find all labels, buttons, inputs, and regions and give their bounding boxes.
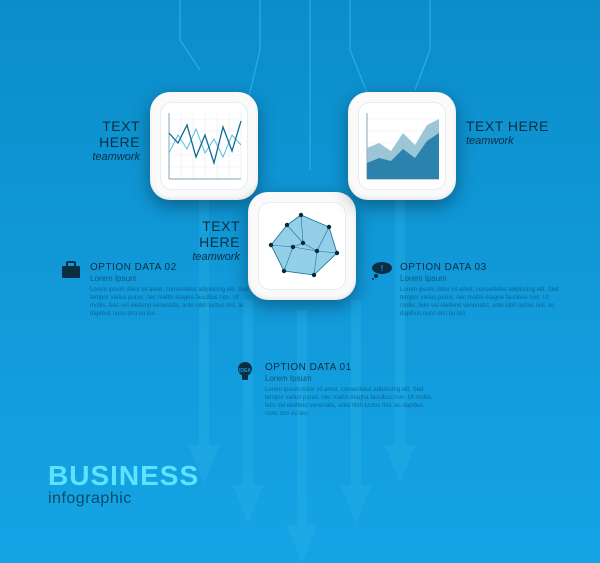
- option-3: ! OPTION DATA 03 Lorem Ipsum Lorem ipsum…: [400, 262, 560, 318]
- title-line1: BUSINESS: [48, 460, 199, 492]
- label-center: TEXT HERE teamwork: [160, 218, 240, 263]
- option-title: OPTION DATA 01: [265, 362, 435, 373]
- option-1: IDEA OPTION DATA 01 Lorem Ipsum Lorem ip…: [265, 362, 435, 418]
- option-body: Lorem ipsum dolor sit amet, consectetur …: [400, 286, 560, 318]
- option-title: OPTION DATA 03: [400, 262, 560, 273]
- label-sub: teamwork: [60, 151, 140, 163]
- option-lorem: Lorem Ipsum: [265, 374, 435, 383]
- briefcase-icon: [60, 260, 82, 285]
- svg-text:IDEA: IDEA: [239, 368, 251, 374]
- label-title: TEXT HERE: [60, 118, 140, 150]
- option-2: OPTION DATA 02 Lorem Ipsum Lorem ipsum d…: [90, 262, 250, 318]
- lightbulb-icon: IDEA: [235, 360, 255, 389]
- option-lorem: Lorem Ipsum: [400, 274, 560, 283]
- main-title: BUSINESS infographic: [48, 460, 199, 508]
- svg-text:!: !: [381, 264, 384, 273]
- area-chart-icon: [359, 103, 445, 189]
- title-line2: infographic: [48, 490, 199, 508]
- label-title: TEXT HERE: [160, 218, 240, 250]
- card-area-chart: [348, 92, 456, 200]
- label-left: TEXT HERE teamwork: [60, 118, 140, 163]
- card-network-chart: [248, 192, 356, 300]
- thought-bubble-icon: !: [370, 260, 394, 285]
- card-line-chart: [150, 92, 258, 200]
- option-body: Lorem ipsum dolor sit amet, consectetur …: [90, 286, 250, 318]
- label-title: TEXT HERE: [466, 118, 556, 134]
- option-title: OPTION DATA 02: [90, 262, 250, 273]
- label-right: TEXT HERE teamwork: [466, 118, 556, 147]
- label-sub: teamwork: [466, 135, 556, 147]
- option-body: Lorem ipsum dolor sit amet, consectetur …: [265, 386, 435, 418]
- option-lorem: Lorem Ipsum: [90, 274, 250, 283]
- line-chart-icon: [161, 103, 247, 189]
- network-chart-icon: [259, 203, 345, 289]
